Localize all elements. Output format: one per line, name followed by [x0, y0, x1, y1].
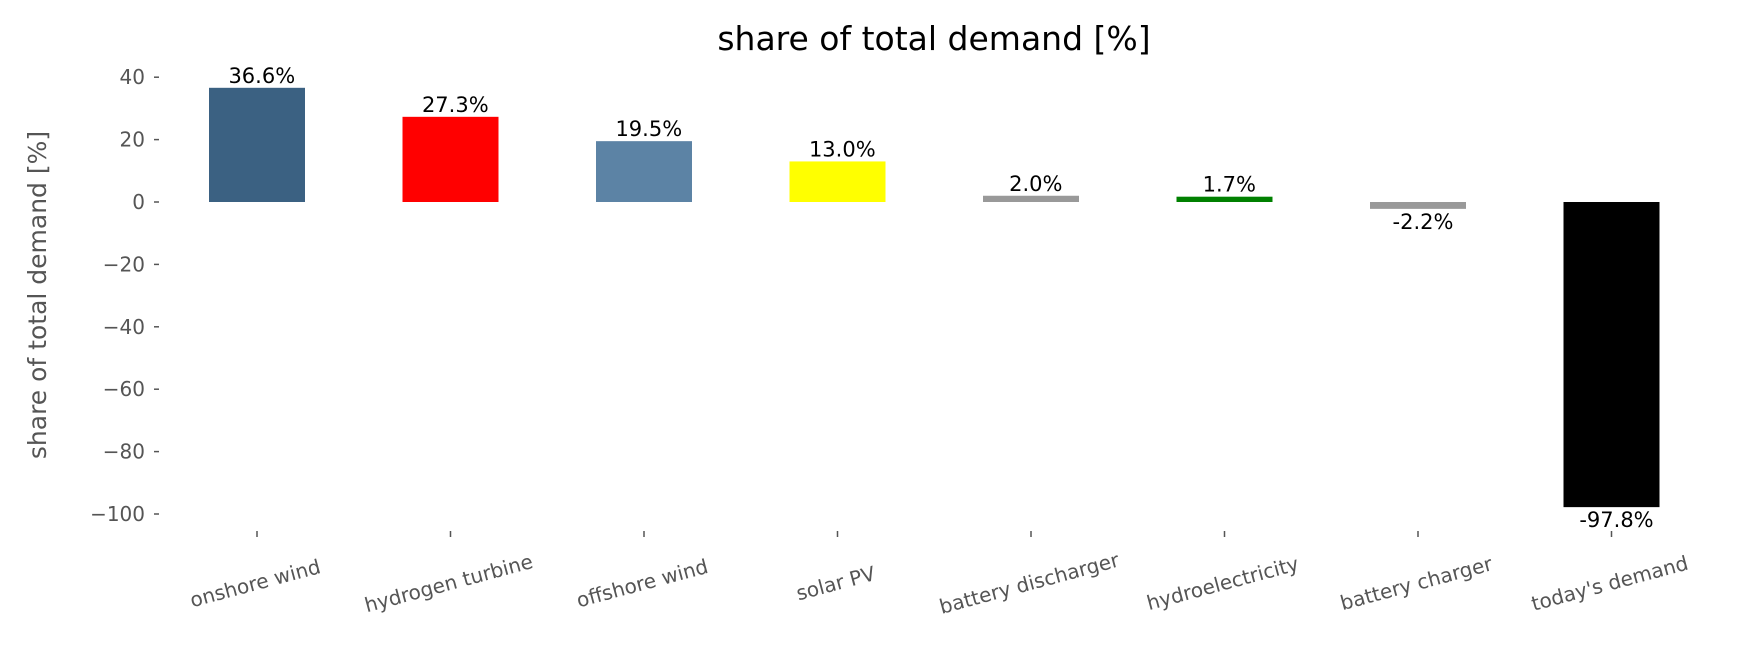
x-axis: onshore wind hydrogen turbine offshore win…	[187, 531, 1691, 619]
bar	[1176, 196, 1273, 202]
bars: 36.6% 27.3% 19.5% 13.0% 2.0% 1.7% -2.2% -97.8%	[209, 64, 1660, 532]
y-tick-label: 20	[120, 128, 145, 152]
data-label: 36.6%	[228, 64, 295, 88]
y-tick-label: −40	[103, 315, 145, 339]
bar	[402, 116, 499, 202]
x-tick-label: battery discharger	[937, 548, 1123, 619]
bar	[596, 141, 692, 202]
x-tick-label: solar PV	[794, 561, 879, 605]
x-tick-label: hydrogen turbine	[362, 549, 536, 617]
data-label: -97.8%	[1579, 508, 1653, 532]
x-tick-label: onshore wind	[187, 554, 323, 612]
data-label: 1.7%	[1203, 173, 1256, 197]
bar	[1370, 202, 1466, 209]
y-tick-label: 0	[132, 190, 145, 214]
y-tick-label: −20	[103, 252, 145, 276]
x-tick-label: hydroelectricity	[1144, 551, 1301, 615]
x-tick-label: battery charger	[1338, 551, 1496, 615]
y-tick-label: 40	[120, 65, 145, 89]
bar	[209, 87, 305, 202]
data-label: 2.0%	[1009, 172, 1062, 196]
y-axis-label: share of total demand [%]	[23, 131, 52, 459]
bar	[789, 161, 886, 202]
x-tick-label: today's demand	[1529, 551, 1691, 616]
y-tick-label: −60	[103, 377, 145, 401]
data-label: -2.2%	[1393, 210, 1454, 234]
x-tick-label: offshore wind	[574, 554, 711, 612]
data-label: 27.3%	[422, 93, 489, 117]
bar	[1563, 202, 1660, 508]
y-axis: 40 20 0 −20 −40 −60 −80 −100	[90, 65, 159, 526]
data-label: 13.0%	[809, 137, 876, 161]
bar	[983, 195, 1079, 202]
y-tick-label: −80	[103, 440, 145, 464]
y-tick-label: −100	[90, 502, 145, 526]
data-label: 19.5%	[615, 117, 682, 141]
chart-title: share of total demand [%]	[717, 19, 1150, 58]
